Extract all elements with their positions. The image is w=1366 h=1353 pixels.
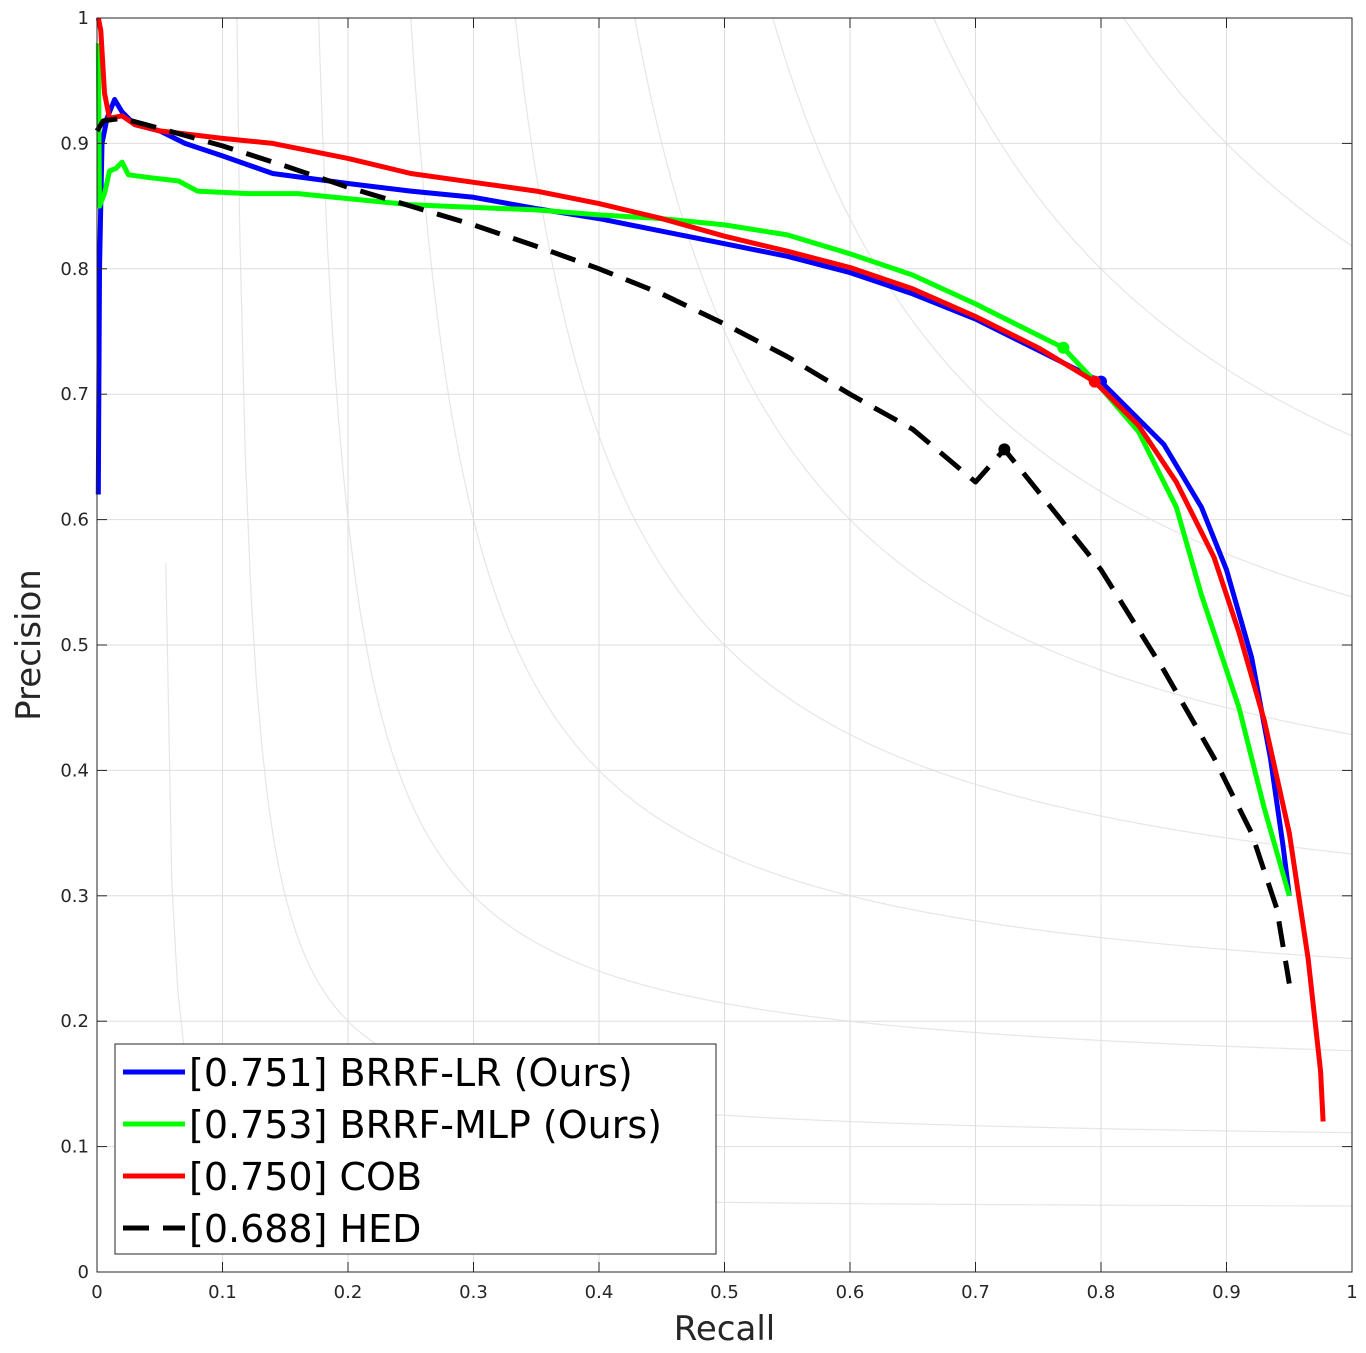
series-lines [94, 17, 1326, 1122]
iso-f-curve [514, 18, 1352, 855]
iso-f-curve [634, 18, 1352, 736]
legend-label-3: [0.688] HED [189, 1207, 421, 1251]
legend-box [114, 1043, 717, 1255]
series-line-2 [95, 17, 1326, 1122]
x-tick-label: 1 [1346, 1282, 1357, 1303]
y-tick-label: 0.4 [60, 760, 89, 781]
x-axis-label: Recall [674, 1309, 775, 1349]
x-tick-label: 0.8 [1087, 1282, 1116, 1303]
y-tick-label: 0.2 [60, 1011, 89, 1032]
y-tick-label: 0.5 [60, 635, 89, 656]
series-best-point-1 [1057, 341, 1070, 354]
x-tick-label: 0.1 [208, 1282, 237, 1303]
x-tick-label: 0 [91, 1282, 102, 1303]
iso-f-curve [933, 18, 1352, 437]
y-axis-label: Precision [9, 569, 49, 721]
x-tick-label: 0.3 [459, 1282, 488, 1303]
x-tick-label: 0.4 [585, 1282, 614, 1303]
x-tick-label: 0.2 [334, 1282, 363, 1303]
legend-label-1: [0.753] BRRF-MLP (Ours) [189, 1103, 662, 1147]
y-tick-label: 0.1 [60, 1137, 89, 1158]
iso-f-curve [318, 18, 1352, 1052]
y-tick-label: 0.9 [60, 133, 89, 154]
series-line-0 [95, 97, 1292, 897]
series-line-1 [95, 43, 1292, 897]
x-tick-label: 0.6 [836, 1282, 865, 1303]
iso-f-curve [410, 18, 1352, 960]
x-tick-label: 0.9 [1212, 1282, 1241, 1303]
series-best-point-3 [998, 443, 1011, 456]
iso-f-curve [1123, 18, 1352, 247]
axis-ticks: 0 0.1 0.2 0.3 0.4 0.5 0.6 0.7 0.8 0.9 1 0 0.1 0.2 0.3 0… [60, 8, 1357, 1303]
legend: [0.751] BRRF-LR (Ours) [0.753] BRRF-MLP (… [114, 1043, 717, 1255]
x-tick-label: 0.7 [961, 1282, 990, 1303]
y-tick-label: 0.7 [60, 384, 89, 405]
iso-f-curve [772, 18, 1352, 598]
y-tick-label: 1 [78, 8, 89, 29]
y-tick-label: 0 [78, 1262, 89, 1283]
series-best-point-2 [1088, 375, 1101, 388]
y-tick-label: 0.8 [60, 259, 89, 280]
y-tick-label: 0.6 [60, 510, 89, 531]
y-tick-label: 0.3 [60, 886, 89, 907]
series-line-3 [94, 115, 1292, 985]
legend-label-0: [0.751] BRRF-LR (Ours) [189, 1051, 633, 1095]
legend-label-2: [0.750] COB [189, 1155, 422, 1199]
x-tick-label: 0.5 [710, 1282, 739, 1303]
